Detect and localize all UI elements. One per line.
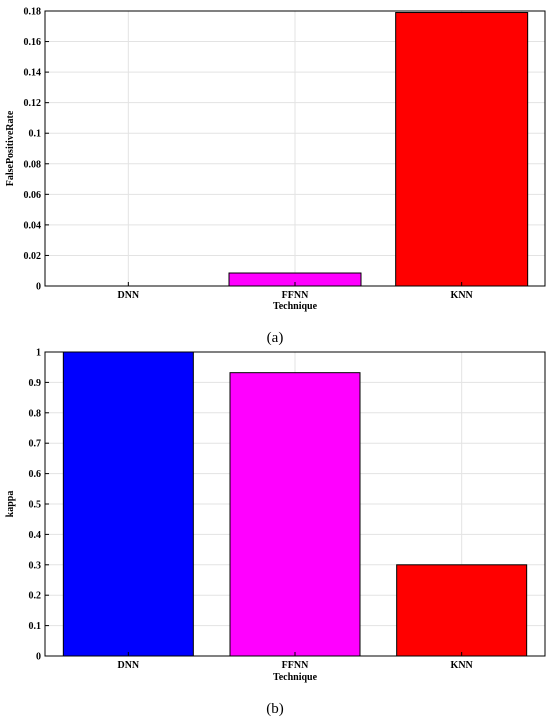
y-tick-label: 0.1 — [29, 621, 42, 632]
y-tick-label: 0.9 — [29, 378, 42, 389]
y-tick-label: 0.1 — [29, 129, 42, 140]
x-tick-label: KNN — [451, 660, 474, 671]
bar-knn — [396, 564, 528, 657]
y-tick-label: 0.6 — [29, 469, 42, 480]
figure-caption: (b) — [266, 701, 284, 717]
x-tick-label: FFNN — [282, 660, 309, 671]
y-tick-label: 0.18 — [24, 7, 42, 18]
chart-a: 0 0.02 0.04 0.06 0.08 0.1 0.12 0.14 0.16 0.18 DNN F… — [5, 7, 546, 346]
y-tick-label: 0.4 — [29, 530, 42, 541]
y-axis-label: kappa — [5, 491, 16, 518]
figure-caption: (a) — [267, 330, 284, 346]
x-tick-label: DNN — [117, 290, 139, 301]
y-tick-label: 0.04 — [24, 220, 42, 231]
x-axis-label: Technique — [273, 301, 318, 312]
x-axis-label: Technique — [273, 672, 318, 683]
y-tick-label: 0.08 — [24, 159, 42, 170]
y-tick-label: 0.14 — [24, 68, 42, 79]
chart-b: 0 0.1 0.2 0.3 0.4 0.5 0.6 0.7 0.8 0.9 1 DNN FFNN KNN T… — [5, 348, 546, 717]
y-tick-label: 0.3 — [29, 560, 42, 571]
y-tick-label: 0.12 — [24, 98, 42, 109]
y-tick-label: 1 — [36, 348, 41, 359]
bar-ffnn — [229, 372, 361, 657]
y-tick-label: 0.5 — [29, 500, 42, 511]
bar-knn — [395, 12, 529, 287]
bar-dnn — [62, 351, 194, 657]
y-tick-label: 0.06 — [24, 190, 42, 201]
y-tick-label: 0.02 — [24, 251, 42, 262]
x-tick-label: FFNN — [282, 290, 309, 301]
plot-frame — [44, 351, 546, 657]
plot-frame — [44, 10, 546, 287]
y-tick-label: 0.7 — [29, 439, 42, 450]
y-tick-label: 0 — [36, 282, 41, 293]
y-tick-label: 0 — [36, 652, 41, 663]
y-tick-label: 0.16 — [24, 37, 42, 48]
y-tick-label: 0.8 — [29, 408, 42, 419]
x-tick-label: KNN — [451, 290, 474, 301]
y-tick-label: 0.2 — [29, 591, 42, 602]
y-axis-label: FalsePositiveRate — [5, 110, 16, 186]
x-tick-label: DNN — [117, 660, 139, 671]
